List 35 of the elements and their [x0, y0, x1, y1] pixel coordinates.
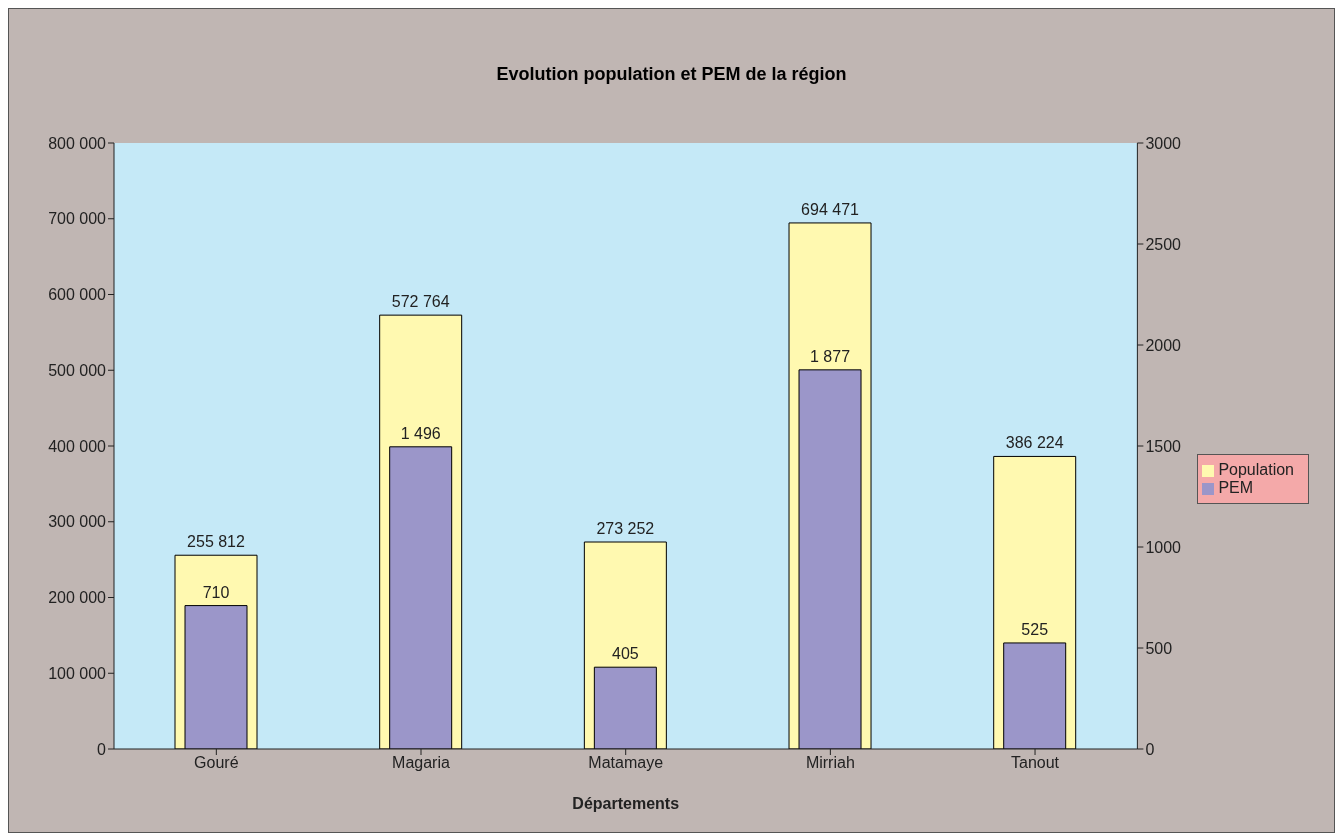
y2-tick-label: 0 [1145, 740, 1155, 758]
y-tick-label: 500 000 [48, 361, 107, 379]
y2-tick-label: 2500 [1145, 235, 1182, 253]
y-tick-label: 400 000 [48, 437, 107, 455]
y-tick-label: 300 000 [48, 513, 107, 531]
y-tick-label: 800 000 [48, 134, 107, 152]
x-tick-label: Magaria [392, 754, 451, 772]
x-tick-label: Gouré [194, 754, 239, 772]
data-label: 1 496 [400, 424, 441, 442]
x-tick-label: Matamaye [588, 754, 664, 772]
data-label: 386 224 [1005, 434, 1064, 452]
data-label: 710 [202, 583, 230, 601]
data-label: 255 812 [187, 533, 246, 551]
data-label: 525 [1021, 620, 1049, 638]
y2-tick-label: 2000 [1145, 336, 1182, 354]
legend-label: PEM [1218, 479, 1254, 496]
y2-tick-label: 1000 [1145, 538, 1182, 556]
data-label: 405 [612, 645, 639, 663]
legend-label: Population [1218, 461, 1294, 478]
y-tick-label: 100 000 [48, 664, 107, 682]
y-tick-label: 0 [97, 740, 107, 758]
y-tick-label: 600 000 [48, 286, 107, 304]
x-axis-title: Départements [572, 795, 680, 812]
y2-tick-label: 3000 [1145, 134, 1182, 152]
y2-tick-label: 1500 [1145, 437, 1182, 455]
y-tick-label: 200 000 [48, 589, 107, 607]
y2-tick-label: 500 [1145, 639, 1173, 657]
chart-title: Evolution population et PEM de la région [495, 64, 848, 85]
data-label: 273 252 [596, 520, 655, 538]
data-label: 1 877 [810, 347, 851, 365]
y-tick-label: 700 000 [48, 210, 107, 228]
x-tick-label: Tanout [1011, 754, 1060, 772]
x-tick-label: Mirriah [805, 754, 855, 772]
data-label: 694 471 [801, 200, 860, 218]
data-label: 572 764 [391, 293, 450, 311]
